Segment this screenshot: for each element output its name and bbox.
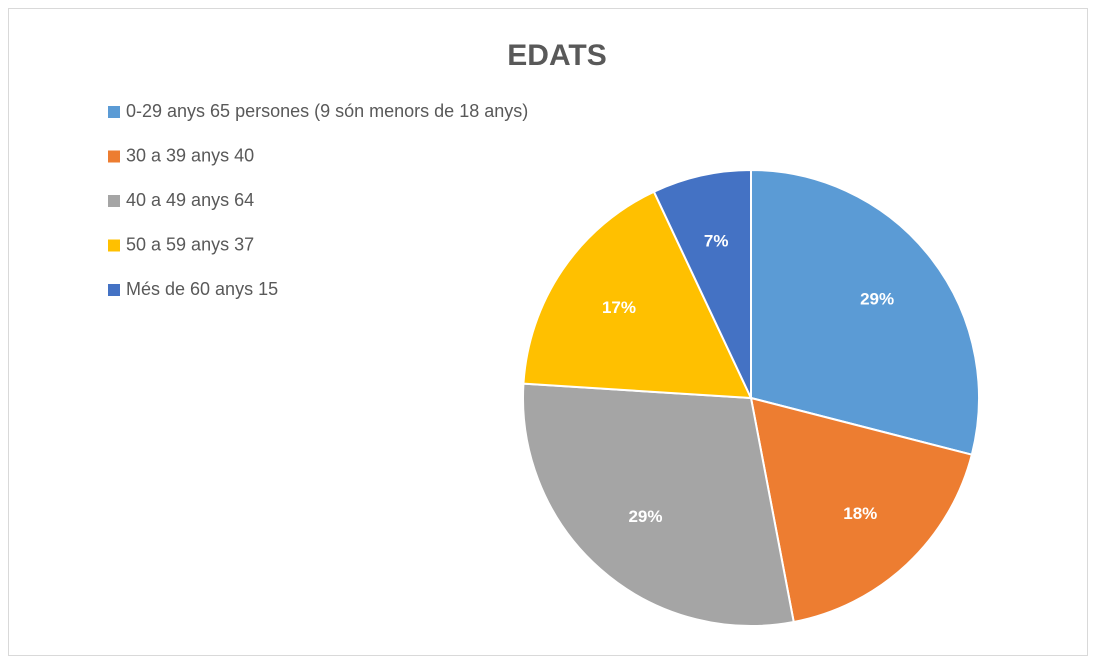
legend-label: 0-29 anys 65 persones (9 són menors de 1… bbox=[126, 101, 528, 121]
legend-swatch bbox=[108, 195, 120, 207]
data-label: 29% bbox=[860, 290, 894, 309]
data-label: 29% bbox=[628, 507, 662, 526]
legend-swatch bbox=[108, 106, 120, 118]
legend-swatch bbox=[108, 150, 120, 163]
legend-label: Més de 60 anys 15 bbox=[126, 279, 278, 299]
data-label: 7% bbox=[704, 232, 729, 251]
pie-slice bbox=[750, 169, 980, 456]
legend-label: 40 a 49 anys 64 bbox=[126, 190, 254, 210]
pie-slice bbox=[750, 397, 973, 623]
legend-label: 50 a 59 anys 37 bbox=[126, 234, 254, 254]
pie-slice bbox=[522, 382, 795, 627]
legend-swatch bbox=[108, 239, 120, 252]
legend-label: 30 a 39 anys 40 bbox=[126, 145, 254, 165]
data-label: 18% bbox=[843, 504, 877, 523]
legend-swatch bbox=[108, 284, 120, 296]
pie-slice bbox=[652, 169, 752, 399]
data-label: 17% bbox=[602, 298, 636, 317]
chart-title: EDATS bbox=[507, 39, 606, 72]
pie-slice bbox=[522, 190, 752, 399]
